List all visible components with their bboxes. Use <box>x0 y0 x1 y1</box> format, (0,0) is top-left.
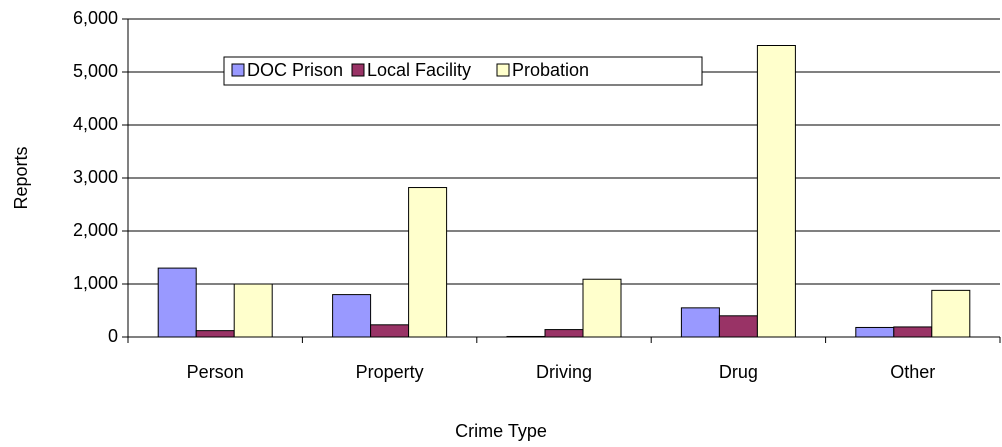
x-axis-title: Crime Type <box>455 421 547 441</box>
y-axis-title: Reports <box>11 146 31 209</box>
x-tick-label: Person <box>187 362 244 382</box>
bar <box>370 324 410 338</box>
bar <box>756 45 796 338</box>
y-tick-label: 5,000 <box>73 61 118 81</box>
bar <box>233 283 273 338</box>
x-tick-label: Property <box>356 362 424 382</box>
bar <box>855 326 895 338</box>
bar <box>893 326 933 338</box>
bar <box>582 278 622 338</box>
legend-swatch <box>351 63 365 77</box>
y-tick-label: 2,000 <box>73 220 118 240</box>
bar <box>332 294 372 338</box>
bar <box>680 307 720 338</box>
legend-label: Probation <box>512 60 589 80</box>
legend-label: Local Facility <box>367 60 471 80</box>
y-tick-label: 4,000 <box>73 114 118 134</box>
bar <box>195 330 235 338</box>
legend-label: DOC Prison <box>247 60 343 80</box>
y-tick-label: 6,000 <box>73 8 118 28</box>
legend-swatch <box>496 63 510 77</box>
legend-swatch <box>231 63 245 77</box>
bar <box>157 267 197 338</box>
bar <box>718 315 758 338</box>
bar <box>931 289 971 338</box>
y-tick-label: 0 <box>108 326 118 346</box>
x-tick-label: Other <box>890 362 935 382</box>
x-tick-label: Drug <box>719 362 758 382</box>
y-tick-label: 1,000 <box>73 273 118 293</box>
x-tick-label: Driving <box>536 362 592 382</box>
legend <box>223 56 703 86</box>
bar <box>408 187 448 338</box>
y-tick-label: 3,000 <box>73 167 118 187</box>
bar <box>544 329 584 338</box>
